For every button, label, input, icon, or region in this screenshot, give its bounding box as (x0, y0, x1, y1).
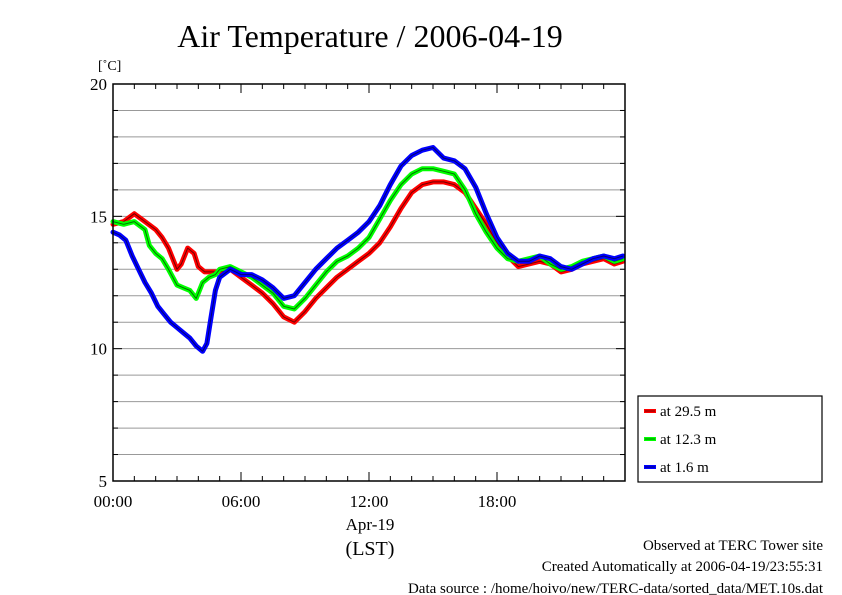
axis-ticks: 00:00 06:00 12:00 18:00 5 10 15 20 (90, 75, 626, 511)
y-tick-label: 15 (90, 207, 107, 226)
y-axis-unit-label: [˚C] (98, 59, 121, 74)
legend-box (637, 395, 823, 483)
chart-title: Air Temperature / 2006-04-19 (177, 18, 563, 54)
series-line (112, 181, 624, 323)
footer-data-source: Data source : /home/hoivo/new/TERC-data/… (408, 581, 824, 595)
x-tick-label: 12:00 (350, 492, 389, 511)
y-tick-label: 5 (99, 472, 108, 491)
legend-label: at 29.5 m (660, 404, 717, 420)
y-tick-label: 10 (90, 340, 107, 359)
legend-label: at 1.6 m (660, 460, 709, 476)
y-tick-label: 20 (90, 75, 107, 94)
series-line-halo (110, 179, 626, 325)
legend-label: at 12.3 m (660, 432, 717, 448)
grid-lines (113, 109, 625, 456)
x-axis-date-label: Apr-19 (346, 515, 395, 534)
x-tick-label: 06:00 (222, 492, 261, 511)
footer-created-time: Created Automatically at 2006-04-19/23:5… (542, 559, 823, 575)
series-layer (110, 145, 626, 354)
footer-observed-site: Observed at TERC Tower site (643, 538, 823, 554)
x-axis-timezone-label: (LST) (346, 538, 395, 560)
plot-frame (112, 83, 626, 482)
x-tick-label: 00:00 (94, 492, 133, 511)
x-tick-label: 18:00 (478, 492, 517, 511)
series-line (112, 147, 624, 352)
legend: at 29.5 m at 12.3 m at 1.6 m (644, 404, 717, 476)
